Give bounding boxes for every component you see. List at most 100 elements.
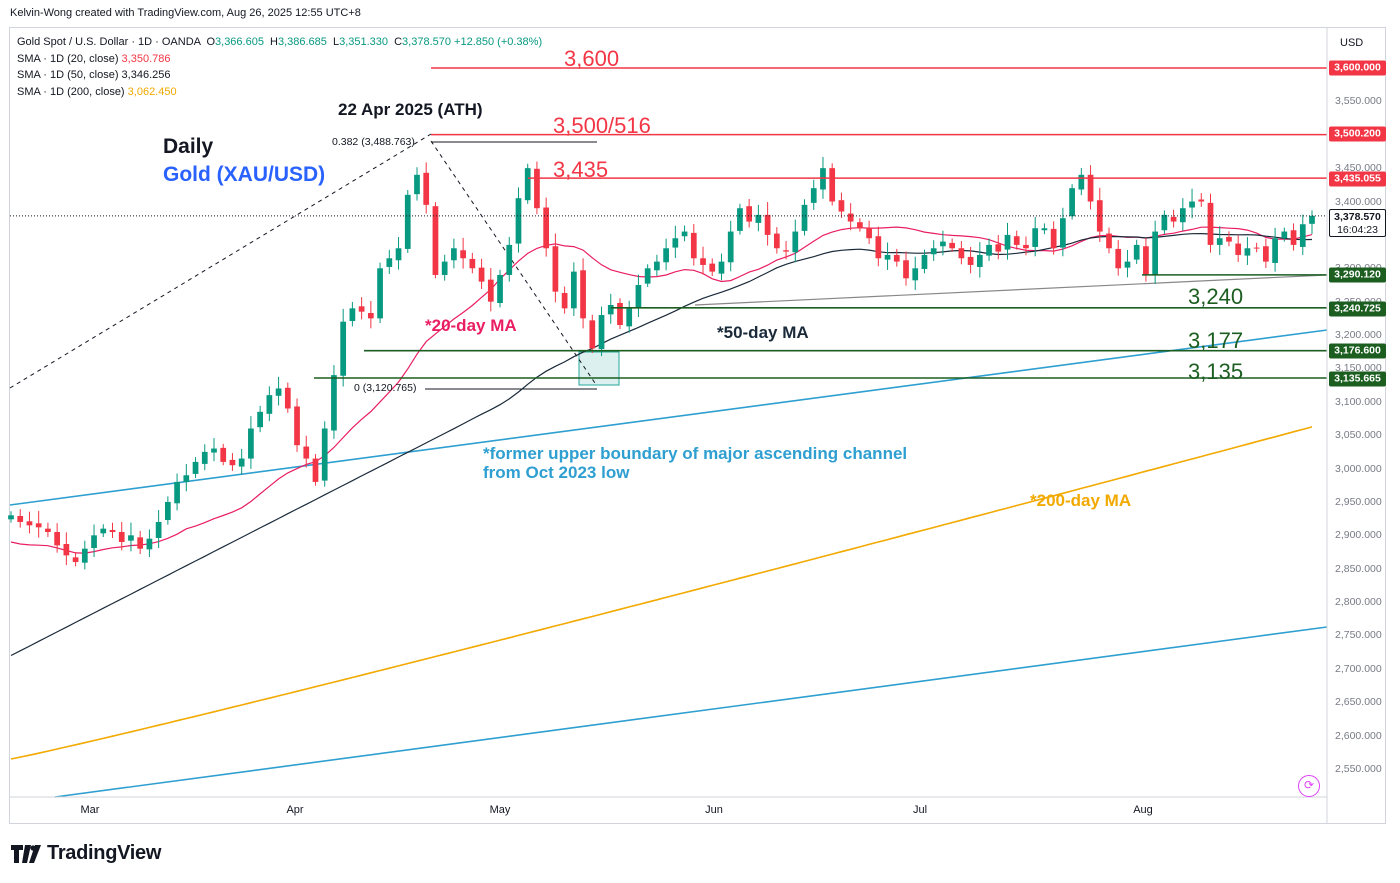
candle-body[interactable] bbox=[737, 208, 743, 231]
candle-body[interactable] bbox=[1115, 248, 1122, 269]
candle-body[interactable] bbox=[211, 448, 217, 453]
currency-label[interactable]: USD bbox=[1340, 37, 1364, 49]
candle-body[interactable] bbox=[432, 206, 439, 275]
candle-body[interactable] bbox=[1050, 228, 1057, 249]
candle-body[interactable] bbox=[1189, 201, 1195, 208]
candle-body[interactable] bbox=[663, 248, 669, 263]
candle-body[interactable] bbox=[903, 260, 909, 279]
candle-body[interactable] bbox=[958, 248, 965, 259]
sma20-row[interactable]: SMA · 1D (20, close) 3,350.786 bbox=[17, 51, 542, 68]
candle-body[interactable] bbox=[377, 268, 383, 319]
candle-body[interactable] bbox=[764, 214, 771, 235]
candle-body[interactable] bbox=[635, 284, 642, 309]
candle-body[interactable] bbox=[72, 557, 79, 563]
candle-body[interactable] bbox=[930, 248, 937, 255]
candle-body[interactable] bbox=[1281, 231, 1288, 239]
candle-body[interactable] bbox=[690, 232, 697, 259]
candle-body[interactable] bbox=[1143, 246, 1149, 275]
candle-body[interactable] bbox=[238, 458, 245, 467]
candle-body[interactable] bbox=[792, 231, 799, 253]
candle-body[interactable] bbox=[155, 521, 162, 539]
candle-body[interactable] bbox=[589, 320, 596, 349]
sma200-row[interactable]: SMA · 1D (200, close) 3,062.450 bbox=[17, 84, 542, 101]
candle-body[interactable] bbox=[312, 458, 319, 482]
candle-body[interactable] bbox=[63, 544, 70, 556]
candle-body[interactable] bbox=[460, 250, 466, 259]
candle-body[interactable] bbox=[118, 531, 125, 543]
candle-body[interactable] bbox=[829, 168, 836, 202]
candle-body[interactable] bbox=[1226, 236, 1232, 242]
candle-body[interactable] bbox=[201, 451, 208, 464]
candle-body[interactable] bbox=[1124, 261, 1131, 268]
sma20-line[interactable] bbox=[10, 226, 1313, 554]
candle-body[interactable] bbox=[986, 244, 992, 256]
channel-upper-line[interactable] bbox=[9, 329, 1328, 506]
candle-body[interactable] bbox=[1041, 228, 1048, 231]
candle-body[interactable] bbox=[497, 274, 503, 304]
candle-body[interactable] bbox=[331, 375, 337, 431]
candle-body[interactable] bbox=[838, 200, 845, 212]
candle-body[interactable] bbox=[174, 481, 180, 504]
candle-body[interactable] bbox=[940, 241, 946, 247]
candle-body[interactable] bbox=[478, 267, 485, 282]
candle-body[interactable] bbox=[54, 531, 60, 546]
candle-body[interactable] bbox=[570, 271, 577, 309]
candle-body[interactable] bbox=[921, 254, 928, 269]
gray-support-line[interactable] bbox=[694, 274, 1328, 306]
candle-body[interactable] bbox=[303, 446, 310, 459]
candle-body[interactable] bbox=[1023, 244, 1029, 249]
candle-body[interactable] bbox=[294, 406, 300, 446]
candle-body[interactable] bbox=[884, 254, 891, 260]
alert-icon[interactable]: ⟳ bbox=[1298, 775, 1320, 797]
candle-body[interactable] bbox=[580, 270, 586, 319]
candle-body[interactable] bbox=[487, 279, 494, 302]
candle-body[interactable] bbox=[598, 315, 605, 350]
candle-body[interactable] bbox=[395, 248, 402, 261]
candle-body[interactable] bbox=[441, 261, 448, 275]
candle-body[interactable] bbox=[358, 306, 365, 312]
candle-body[interactable] bbox=[451, 248, 457, 261]
candle-body[interactable] bbox=[755, 214, 762, 223]
candle-body[interactable] bbox=[1087, 174, 1094, 202]
candle-body[interactable] bbox=[275, 388, 282, 396]
candle-body[interactable] bbox=[515, 198, 522, 244]
candle-body[interactable] bbox=[746, 206, 753, 222]
candle-body[interactable] bbox=[976, 254, 983, 267]
candle-body[interactable] bbox=[1060, 218, 1066, 248]
candle-body[interactable] bbox=[1013, 236, 1020, 245]
candle-body[interactable] bbox=[875, 236, 882, 259]
fib-retracement-line[interactable] bbox=[430, 140, 598, 387]
sma50-line[interactable] bbox=[10, 232, 1313, 657]
candle-body[interactable] bbox=[1272, 238, 1278, 263]
candle-body[interactable] bbox=[1170, 216, 1177, 222]
candle-body[interactable] bbox=[552, 246, 559, 292]
candle-body[interactable] bbox=[1216, 238, 1223, 245]
candle-body[interactable] bbox=[893, 254, 900, 262]
candle-body[interactable] bbox=[995, 244, 1002, 252]
candle-body[interactable] bbox=[617, 303, 623, 326]
candle-body[interactable] bbox=[607, 305, 614, 315]
candle-body[interactable] bbox=[220, 447, 227, 462]
candle-body[interactable] bbox=[727, 231, 734, 263]
candle-body[interactable] bbox=[783, 250, 789, 252]
candle-body[interactable] bbox=[404, 194, 411, 249]
candle-body[interactable] bbox=[284, 387, 291, 409]
candle-body[interactable] bbox=[414, 174, 420, 195]
candle-body[interactable] bbox=[109, 529, 116, 532]
candle-body[interactable] bbox=[349, 308, 356, 322]
candle-body[interactable] bbox=[1106, 233, 1112, 249]
candle-body[interactable] bbox=[644, 268, 651, 284]
candle-body[interactable] bbox=[164, 501, 171, 520]
candle-body[interactable] bbox=[1290, 230, 1297, 245]
candle-body[interactable] bbox=[506, 244, 513, 275]
candle-body[interactable] bbox=[91, 535, 97, 549]
candle-body[interactable] bbox=[857, 222, 863, 229]
candle-body[interactable] bbox=[248, 428, 254, 459]
candle-body[interactable] bbox=[367, 313, 374, 319]
candle-body[interactable] bbox=[1309, 215, 1315, 224]
candle-body[interactable] bbox=[1152, 231, 1159, 275]
candle-body[interactable] bbox=[718, 261, 725, 274]
sma50-row[interactable]: SMA · 1D (50, close) 3,346.256 bbox=[17, 67, 542, 84]
candle-body[interactable] bbox=[81, 548, 88, 563]
